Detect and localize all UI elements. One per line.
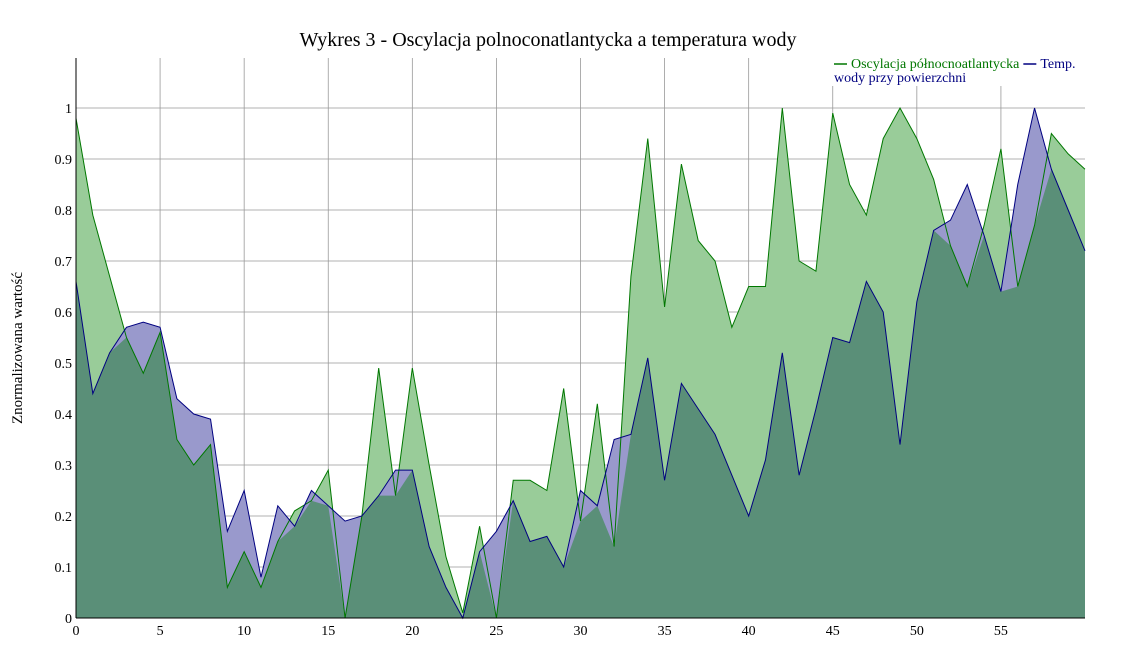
- x-tick-label: 5: [157, 624, 164, 639]
- x-tick-label: 20: [405, 624, 419, 639]
- x-tick-label: 55: [994, 624, 1008, 639]
- y-tick-label: 0.7: [55, 255, 73, 270]
- line-series-0: [75, 106, 1086, 619]
- y-tick-label: 0.3: [55, 459, 73, 474]
- x-tick-label: 25: [489, 624, 503, 639]
- x-tick-label: 40: [742, 624, 756, 639]
- legend-entry: Oscylacja północnoatlantycka: [851, 57, 1020, 72]
- x-tick-label: 30: [574, 624, 588, 639]
- y-tick-label: 0.4: [55, 408, 73, 423]
- chart-title: Wykres 3 - Oscylacja polnoconatlantycka …: [300, 29, 797, 51]
- x-tick-labels: 0 5 10 15 20 25 30 35 40 45 50 55: [73, 624, 1008, 639]
- legend-entry: Temp. wody przy powierzchni: [834, 57, 1076, 86]
- y-tick-label: 0: [65, 612, 72, 627]
- x-tick-label: 50: [910, 624, 924, 639]
- y-tick-label: 0.2: [55, 510, 73, 525]
- legend: Oscylacja północnoatlantycka Temp. wody pr…: [832, 57, 1085, 86]
- y-tick-label: 0.6: [55, 306, 73, 321]
- y-tick-label: 0.1: [55, 561, 73, 576]
- x-tick-label: 35: [658, 624, 672, 639]
- y-tick-label: 1: [65, 102, 72, 117]
- y-tick-label: 0.5: [55, 357, 73, 372]
- line-series-1: [75, 107, 1086, 620]
- y-tick-labels: 0 0.1 0.2 0.3 0.4 0.5 0.6 0.7 0.8 0.9 1: [55, 102, 73, 627]
- axes: [75, 58, 1085, 619]
- series-lines: [75, 106, 1086, 620]
- x-tick-label: 15: [321, 624, 335, 639]
- y-tick-label: 0.9: [55, 153, 73, 168]
- y-tick-label: 0.8: [55, 204, 73, 219]
- legend-background: [832, 58, 1085, 86]
- x-tick-label: 10: [237, 624, 251, 639]
- x-tick-label: 45: [826, 624, 840, 639]
- x-tick-label: 0: [73, 624, 80, 639]
- y-axis-label: Znormalizowana wartość: [10, 272, 26, 424]
